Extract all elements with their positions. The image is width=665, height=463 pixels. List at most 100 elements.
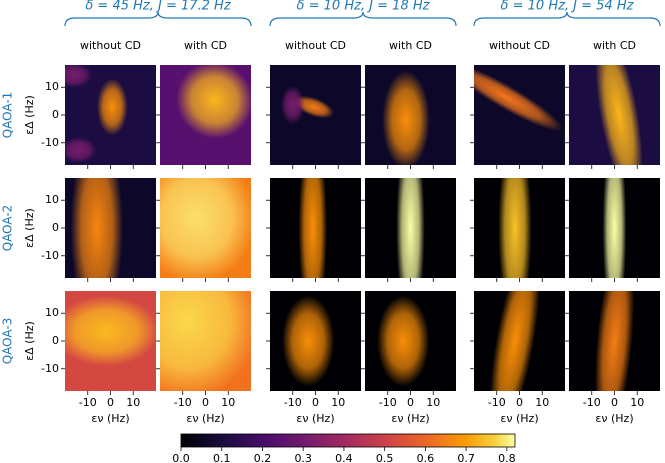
- heatmap-blob: [280, 85, 305, 125]
- row-label: QAOA-2: [1, 205, 15, 252]
- heatmap-blob: [489, 291, 541, 391]
- heatmap: [160, 178, 251, 278]
- column-title: without CD: [285, 39, 346, 52]
- heatmap-blob: [70, 178, 123, 278]
- heatmap-blob: [65, 65, 92, 88]
- heatmap: [65, 65, 156, 165]
- heatmap: [65, 291, 156, 391]
- heatmap-blob: [65, 295, 156, 367]
- heatmap-blob: [396, 178, 425, 278]
- x-tick-label: -10: [79, 396, 97, 409]
- heatmap-blob: [377, 295, 430, 387]
- x-tick-label: -10: [379, 396, 397, 409]
- heatmap-blob: [474, 65, 563, 132]
- colorbar-tick-label: 0.4: [335, 452, 353, 463]
- x-tick-label: -10: [488, 396, 506, 409]
- heatmap-blob: [160, 291, 251, 391]
- column-title: with CD: [593, 39, 636, 52]
- x-axis-label: εν (Hz): [91, 412, 129, 425]
- group-title: δ = 10 Hz, J = 54 Hz: [501, 0, 635, 14]
- column-title: without CD: [489, 39, 550, 52]
- x-tick-label: -10: [583, 396, 601, 409]
- heatmap: [365, 178, 456, 278]
- x-tick-label: 10: [630, 396, 644, 409]
- y-axis-label: εΔ (Hz): [23, 208, 36, 248]
- x-tick-label: 10: [535, 396, 549, 409]
- column-title: with CD: [184, 39, 227, 52]
- heatmap: [160, 291, 251, 391]
- heatmap-blob: [298, 178, 327, 278]
- x-tick-label: -10: [174, 396, 192, 409]
- row-label: QAOA-1: [1, 92, 15, 139]
- colorbar-tick-label: 0.6: [417, 452, 435, 463]
- colorbar-tick-label: 0.8: [498, 452, 516, 463]
- heatmap: [160, 65, 251, 165]
- y-tick-label: 10: [45, 193, 59, 206]
- x-tick-label: 0: [611, 396, 618, 409]
- y-tick-label: 0: [52, 108, 59, 121]
- colorbar-tick-label: 0.7: [457, 452, 475, 463]
- colorbar: [180, 433, 516, 448]
- y-axis-label: εΔ (Hz): [23, 321, 36, 361]
- heatmap: [569, 178, 660, 278]
- y-tick-label: 0: [52, 221, 59, 234]
- colorbar-tick-label: 0.0: [172, 452, 190, 463]
- heatmap-blob: [65, 137, 97, 163]
- y-tick-label: -10: [41, 136, 59, 149]
- heatmap: [270, 65, 361, 165]
- heatmap-blob: [595, 65, 643, 165]
- colorbar-tick-label: 0.5: [376, 452, 394, 463]
- column-title: with CD: [389, 39, 432, 52]
- x-tick-label: 0: [516, 396, 523, 409]
- heatmap: [365, 65, 456, 165]
- x-axis-label: εν (Hz): [296, 412, 334, 425]
- heatmap-blob: [382, 70, 430, 165]
- x-tick-label: 0: [407, 396, 414, 409]
- x-tick-label: 10: [221, 396, 235, 409]
- x-tick-label: -10: [284, 396, 302, 409]
- heatmap: [474, 178, 565, 278]
- group-brace: [64, 11, 252, 27]
- y-tick-label: 0: [52, 334, 59, 347]
- y-axis-label: εΔ (Hz): [23, 95, 36, 135]
- column-title: without CD: [80, 39, 141, 52]
- heatmap: [365, 291, 456, 391]
- group-title: δ = 10 Hz, J = 18 Hz: [297, 0, 431, 14]
- group-brace: [473, 11, 661, 27]
- x-axis-label: εν (Hz): [186, 412, 224, 425]
- x-tick-label: 10: [126, 396, 140, 409]
- heatmap-blob: [602, 178, 627, 278]
- x-axis-label: εν (Hz): [391, 412, 429, 425]
- colorbar-tick-label: 0.1: [213, 452, 231, 463]
- y-tick-label: -10: [41, 362, 59, 375]
- y-tick-label: 10: [45, 306, 59, 319]
- y-tick-label: 10: [45, 80, 59, 93]
- x-tick-label: 10: [426, 396, 440, 409]
- x-tick-label: 0: [107, 396, 114, 409]
- heatmap-blob: [594, 291, 635, 391]
- heatmap: [474, 291, 565, 391]
- group-brace: [269, 11, 457, 27]
- heatmap-blob: [498, 178, 532, 278]
- x-tick-label: 0: [312, 396, 319, 409]
- heatmap: [270, 291, 361, 391]
- colorbar-tick-label: 0.2: [254, 452, 272, 463]
- heatmap-blob: [96, 78, 128, 136]
- y-tick-label: -10: [41, 249, 59, 262]
- heatmap-blob: [176, 65, 251, 139]
- heatmap: [569, 65, 660, 165]
- x-axis-label: εν (Hz): [595, 412, 633, 425]
- x-tick-label: 0: [202, 396, 209, 409]
- heatmap: [270, 178, 361, 278]
- heatmap-blob: [160, 178, 251, 278]
- x-axis-label: εν (Hz): [500, 412, 538, 425]
- heatmap-blob: [282, 295, 335, 387]
- heatmap: [569, 291, 660, 391]
- group-title: δ = 45 Hz, J = 17.2 Hz: [85, 0, 231, 14]
- row-label: QAOA-3: [1, 318, 15, 365]
- heatmap: [65, 178, 156, 278]
- colorbar-tick-label: 0.3: [294, 452, 312, 463]
- x-tick-label: 10: [331, 396, 345, 409]
- heatmap: [474, 65, 565, 165]
